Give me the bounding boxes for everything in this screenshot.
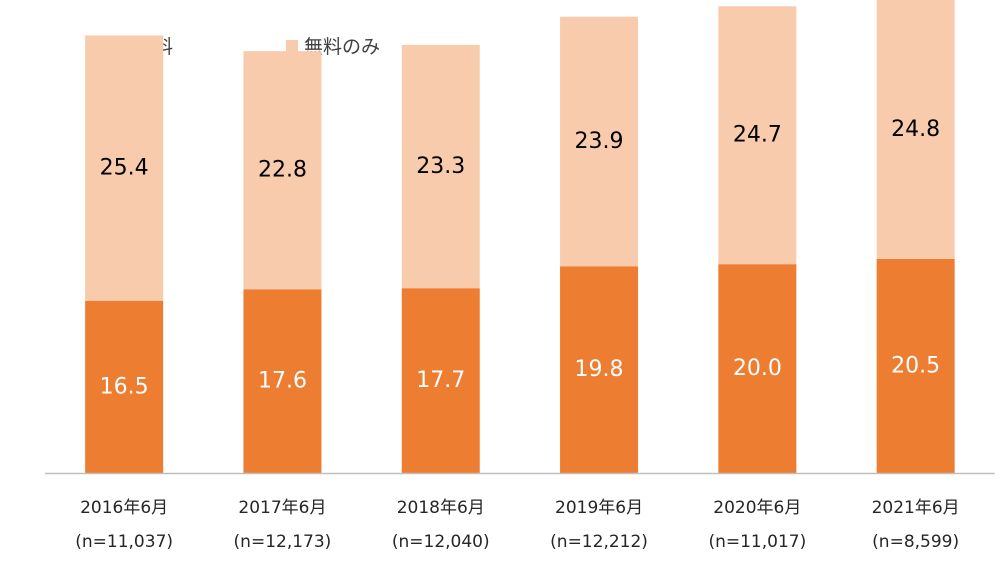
- value-label-1-2: 23.3: [416, 154, 465, 179]
- legend-label-1: 無料のみ: [304, 36, 380, 58]
- value-labels-group: 16.5 25.4 17.6 22.8 17.7 23.3 19.8 23.9 20.0 24.7…: [100, 117, 940, 399]
- bar-paid-5: [876, 258, 955, 473]
- value-label-0-5: 20.5: [891, 353, 940, 378]
- bar-free-only-4: [718, 6, 797, 265]
- x-tick-label-2: 2018年6月: [397, 498, 485, 518]
- value-label-1-0: 25.4: [100, 156, 149, 181]
- x-tick-label-3: 2019年6月: [555, 498, 643, 518]
- value-label-1-1: 22.8: [258, 158, 307, 183]
- x-tick-sample-size-0: (n=11,037): [75, 532, 173, 552]
- bar-free-only-1: [243, 51, 322, 290]
- bar-paid-4: [718, 264, 797, 473]
- x-tick-sample-size-1: (n=12,173): [234, 532, 332, 552]
- value-label-0-2: 17.7: [416, 368, 465, 393]
- value-label-0-4: 20.0: [733, 356, 782, 381]
- x-tick-sample-size-4: (n=11,017): [708, 532, 806, 552]
- bar-free-only-2: [401, 44, 480, 289]
- x-tick-label-4: 2020年6月: [713, 498, 801, 518]
- x-axis-labels: 2016年6月 (n=11,037) 2017年6月 (n=12,173) 2018年6…: [75, 498, 959, 552]
- bar-free-only-3: [560, 16, 639, 267]
- value-label-0-1: 17.6: [258, 369, 307, 394]
- value-label-1-3: 23.9: [575, 129, 624, 154]
- bar-free-only-0: [85, 35, 164, 301]
- bar-paid-1: [243, 289, 322, 473]
- x-tick-label-5: 2021年6月: [872, 498, 960, 518]
- x-tick-label-1: 2017年6月: [238, 498, 326, 518]
- bar-paid-3: [560, 266, 639, 473]
- x-tick-sample-size-5: (n=8,599): [872, 532, 959, 552]
- bar-paid-2: [401, 288, 480, 473]
- legend-swatch-1: [286, 40, 298, 52]
- x-tick-label-0: 2016年6月: [80, 498, 168, 518]
- x-tick-sample-size-2: (n=12,040): [392, 532, 490, 552]
- x-tick-sample-size-3: (n=12,212): [550, 532, 648, 552]
- value-label-0-3: 19.8: [575, 357, 624, 382]
- bar-free-only-5: [876, 0, 955, 259]
- bars-group: [85, 0, 955, 473]
- bar-paid-0: [85, 300, 164, 473]
- value-label-1-4: 24.7: [733, 123, 782, 148]
- value-label-1-5: 24.8: [891, 117, 940, 142]
- value-label-0-0: 16.5: [100, 374, 149, 399]
